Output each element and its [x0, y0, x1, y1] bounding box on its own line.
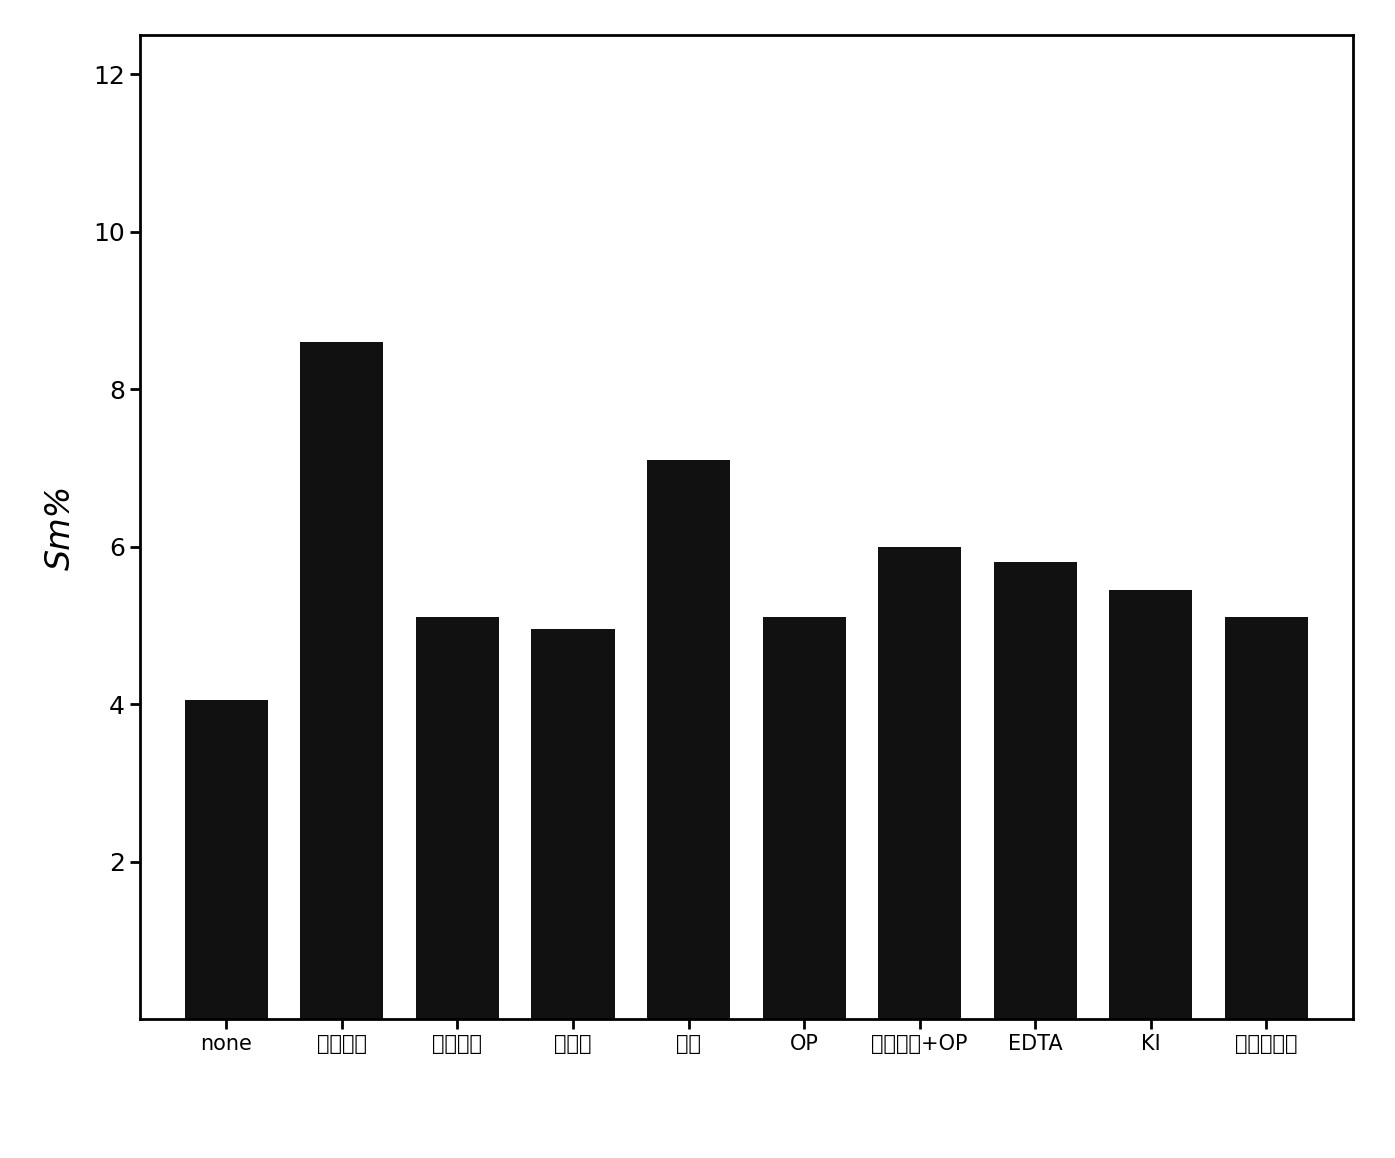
Y-axis label: Sm%: Sm%: [43, 484, 77, 570]
Bar: [531, 629, 615, 1019]
Bar: [1225, 617, 1309, 1019]
Bar: [416, 617, 499, 1019]
Bar: [763, 617, 845, 1019]
Bar: [1109, 589, 1193, 1019]
Bar: [647, 460, 730, 1019]
Bar: [184, 701, 268, 1019]
Bar: [300, 342, 384, 1019]
Bar: [877, 547, 961, 1019]
Bar: [993, 563, 1077, 1019]
